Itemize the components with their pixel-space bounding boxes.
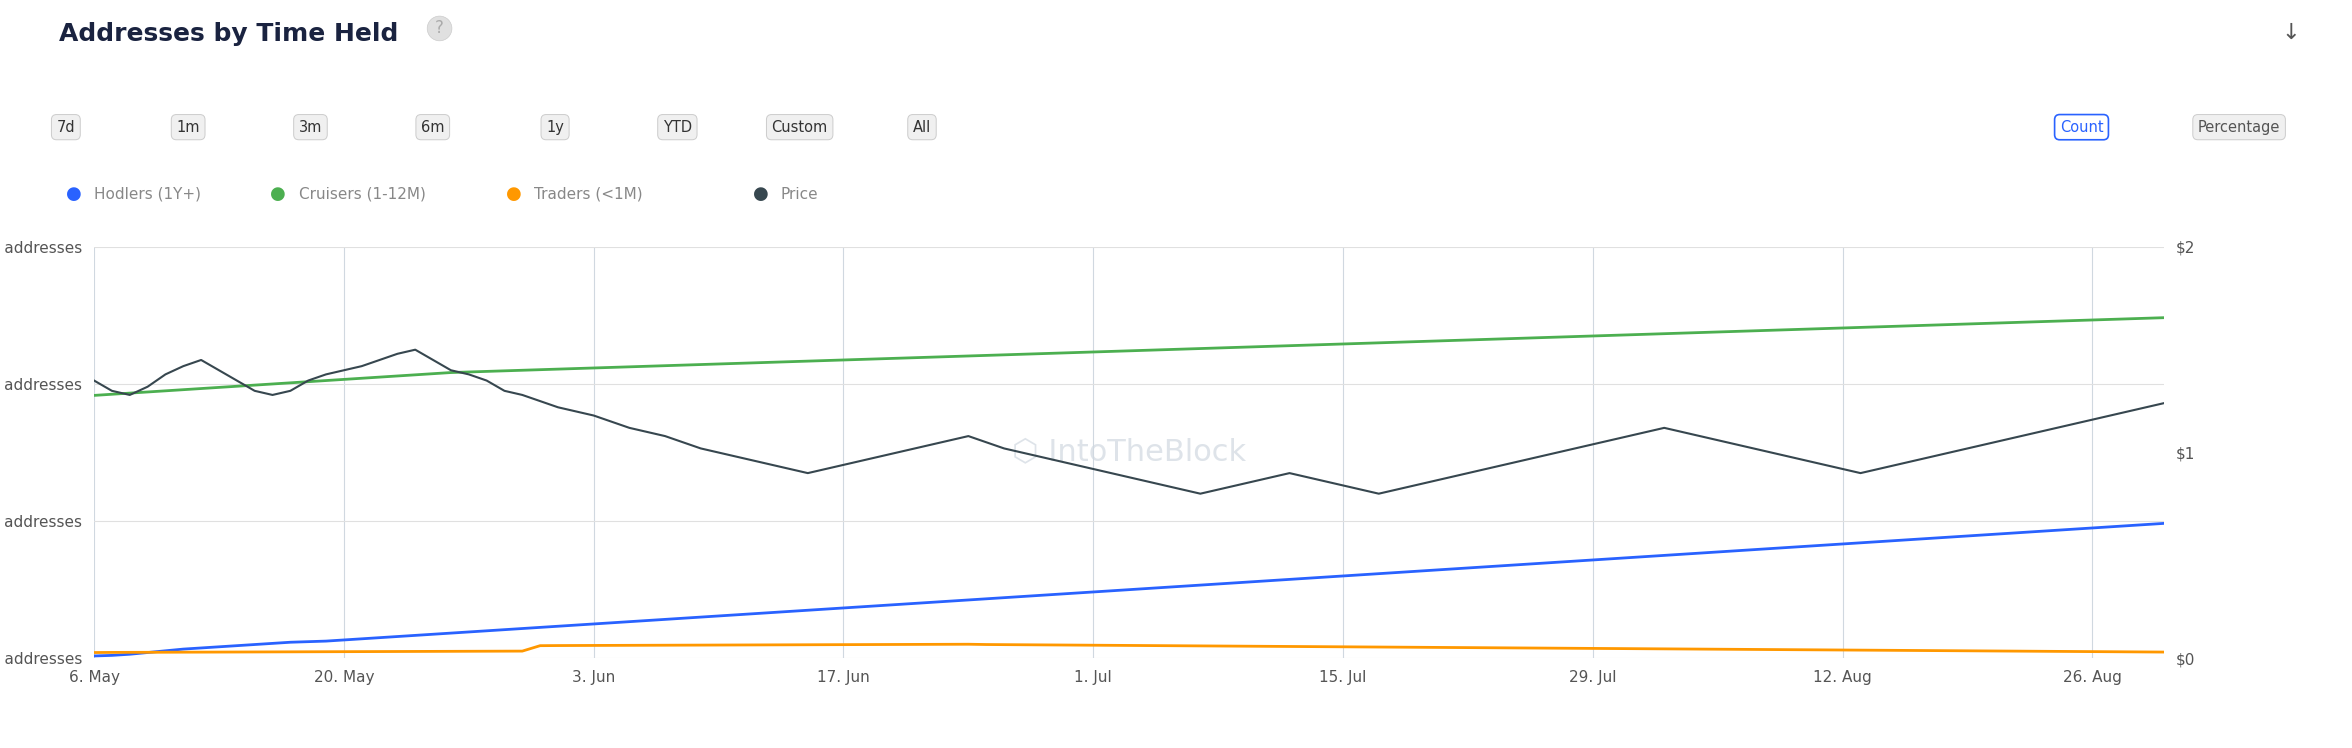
Text: ↓: ↓ bbox=[2281, 22, 2300, 43]
Text: Cruisers (1-12M): Cruisers (1-12M) bbox=[299, 187, 426, 202]
Text: All: All bbox=[913, 120, 931, 135]
Text: 1y: 1y bbox=[546, 120, 564, 135]
Text: 3m: 3m bbox=[299, 120, 322, 135]
Text: ●: ● bbox=[270, 186, 287, 203]
Text: 6m: 6m bbox=[421, 120, 445, 135]
Text: 7d: 7d bbox=[56, 120, 75, 135]
Text: 1m: 1m bbox=[176, 120, 200, 135]
Text: Hodlers (1Y+): Hodlers (1Y+) bbox=[94, 187, 200, 202]
Text: Traders (<1M): Traders (<1M) bbox=[534, 187, 642, 202]
Text: Percentage: Percentage bbox=[2197, 120, 2281, 135]
Text: ⬡ IntoTheBlock: ⬡ IntoTheBlock bbox=[1011, 438, 1247, 467]
Text: ?: ? bbox=[435, 19, 445, 37]
Text: Count: Count bbox=[2060, 120, 2103, 135]
Text: Addresses by Time Held: Addresses by Time Held bbox=[59, 22, 397, 46]
Text: ●: ● bbox=[753, 186, 769, 203]
Text: Price: Price bbox=[781, 187, 818, 202]
Text: ●: ● bbox=[506, 186, 522, 203]
Text: YTD: YTD bbox=[663, 120, 691, 135]
Text: ●: ● bbox=[66, 186, 82, 203]
Text: Custom: Custom bbox=[771, 120, 828, 135]
